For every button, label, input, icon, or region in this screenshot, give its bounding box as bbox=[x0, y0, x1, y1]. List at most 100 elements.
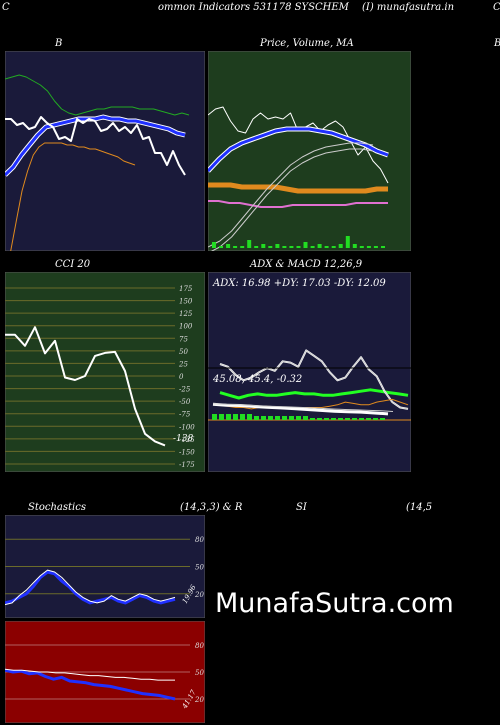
cci-tick-label: -50 bbox=[179, 398, 191, 406]
macd-histogram-bar bbox=[275, 416, 280, 420]
volume-bar bbox=[381, 246, 385, 248]
indicators-title: ommon Indicators 531178 SYSCHEM bbox=[158, 2, 349, 13]
header-c-left: C bbox=[2, 2, 10, 13]
long-ma-line-2 bbox=[210, 148, 374, 251]
volume-bar bbox=[233, 246, 238, 248]
macd-histogram-bar bbox=[345, 418, 350, 420]
macd-histogram-bar bbox=[212, 414, 217, 420]
macd-histogram-bar bbox=[324, 418, 329, 420]
cci-tick-label: -150 bbox=[179, 448, 195, 456]
volume-bar bbox=[212, 242, 216, 248]
volume-bar bbox=[261, 244, 266, 248]
watermark: MunafaSutra.com bbox=[215, 588, 454, 619]
cci-tick-label: -75 bbox=[179, 411, 191, 419]
macd-histogram-bar bbox=[289, 416, 294, 420]
price-line bbox=[5, 116, 186, 176]
macd-histogram-bar bbox=[380, 418, 385, 420]
volume-bar bbox=[254, 246, 259, 248]
bollinger-background bbox=[5, 51, 205, 251]
rsi-params: (14,5 bbox=[406, 502, 433, 513]
volume-bar bbox=[240, 246, 245, 248]
cci-tick-label: -175 bbox=[179, 461, 195, 469]
volume-bar bbox=[303, 242, 308, 248]
ma-line bbox=[208, 127, 389, 173]
rsi-title: SI bbox=[296, 502, 307, 513]
adx-value-label: ADX: 16.98 +DY: 17.03 -DY: 12.09 bbox=[212, 278, 386, 289]
bollinger-panel bbox=[5, 51, 205, 251]
macd-histogram-bar bbox=[247, 414, 252, 420]
cci-panel: 175 150 125 100 75 50 25 0 -25 -50 -75 -100 -125 -150… bbox=[5, 272, 205, 472]
stoch-slow-line bbox=[5, 569, 176, 606]
stoch-fast-line bbox=[5, 570, 176, 605]
macd-histogram-bar bbox=[317, 418, 322, 420]
price-ma-title: Price, Volume, MA bbox=[260, 38, 354, 49]
macd-histogram-bar bbox=[303, 416, 308, 420]
cci-tick-label: 50 bbox=[179, 348, 188, 356]
cci-tick-label: 100 bbox=[179, 323, 193, 331]
cci-last-value: -138 bbox=[173, 434, 193, 444]
volume-bar bbox=[219, 246, 223, 248]
macd-histogram-bar bbox=[310, 418, 315, 420]
cci-tick-label: -25 bbox=[179, 386, 191, 394]
lower-band-line bbox=[10, 142, 136, 251]
stochastics-title: Stochastics bbox=[28, 502, 86, 513]
stoch-tick-label: 80 bbox=[195, 536, 204, 544]
volume-bar bbox=[338, 244, 343, 248]
adx-line bbox=[219, 388, 409, 400]
macd-line bbox=[212, 402, 389, 416]
macd-signal-line bbox=[212, 403, 394, 412]
bollinger-title: B bbox=[55, 38, 63, 49]
rsi-tick-label: 50 bbox=[195, 669, 204, 677]
volume-bar bbox=[317, 244, 322, 248]
volume-bar bbox=[289, 246, 294, 248]
cci-tick-label: 0 bbox=[179, 373, 184, 381]
cci-tick-label: -100 bbox=[179, 423, 195, 431]
cci-tick-label: 150 bbox=[179, 298, 193, 306]
volume-bar bbox=[268, 246, 273, 248]
adx-macd-title: ADX & MACD 12,26,9 bbox=[250, 259, 363, 270]
macd-histogram-bar bbox=[352, 418, 357, 420]
cci-tick-label: 125 bbox=[179, 310, 193, 318]
long-ma-line bbox=[208, 142, 374, 248]
rsi-tick-label: 20 bbox=[194, 696, 204, 704]
macd-histogram-bar bbox=[268, 416, 273, 420]
adx-macd-panel: ADX: 16.98 +DY: 17.03 -DY: 12.09 45.08, 4… bbox=[208, 272, 411, 472]
orange-ma-band bbox=[208, 182, 388, 194]
rsi-slow-line bbox=[5, 668, 175, 681]
macd-histogram-bar bbox=[282, 416, 287, 420]
volume-bar bbox=[366, 246, 371, 248]
volume-bar bbox=[331, 246, 336, 248]
volume-bar bbox=[359, 246, 364, 248]
rsi-tick-label: 80 bbox=[195, 642, 204, 650]
cci-tick-label: 25 bbox=[178, 360, 188, 368]
macd-histogram-bar bbox=[296, 416, 301, 420]
price-volume-panel bbox=[208, 51, 411, 251]
stoch-params: (14,3,3) & R bbox=[180, 502, 243, 513]
dy-line bbox=[219, 349, 409, 410]
volume-bar bbox=[324, 246, 329, 248]
middle-ma-line bbox=[5, 115, 186, 177]
volume-bar bbox=[282, 246, 287, 248]
volume-bar bbox=[352, 244, 357, 248]
cci-title: CCI 20 bbox=[55, 259, 91, 270]
adx-background bbox=[208, 272, 411, 472]
volume-bar bbox=[310, 246, 315, 248]
macd-histogram-bar bbox=[331, 418, 336, 420]
site-label: (I) munafasutra.in bbox=[362, 2, 455, 13]
volume-bar bbox=[345, 236, 350, 248]
cci-line bbox=[5, 326, 166, 447]
header-c-right: C bbox=[493, 2, 500, 13]
cci-tick-label: 175 bbox=[179, 285, 193, 293]
macd-histogram-bar bbox=[233, 414, 238, 420]
macd-histogram-bar bbox=[240, 414, 245, 420]
macd-value-label: 45.08, 45.4, -0.32 bbox=[212, 374, 302, 385]
macd-histogram-bar bbox=[366, 418, 371, 420]
macd-histogram-bar bbox=[359, 418, 364, 420]
macd-histogram-bar bbox=[261, 416, 266, 420]
volume-bar bbox=[275, 244, 280, 248]
stoch-tick-label: 50 bbox=[195, 564, 204, 572]
volume-bar bbox=[247, 240, 252, 248]
volume-bar bbox=[373, 246, 378, 248]
volume-bar bbox=[226, 244, 231, 248]
